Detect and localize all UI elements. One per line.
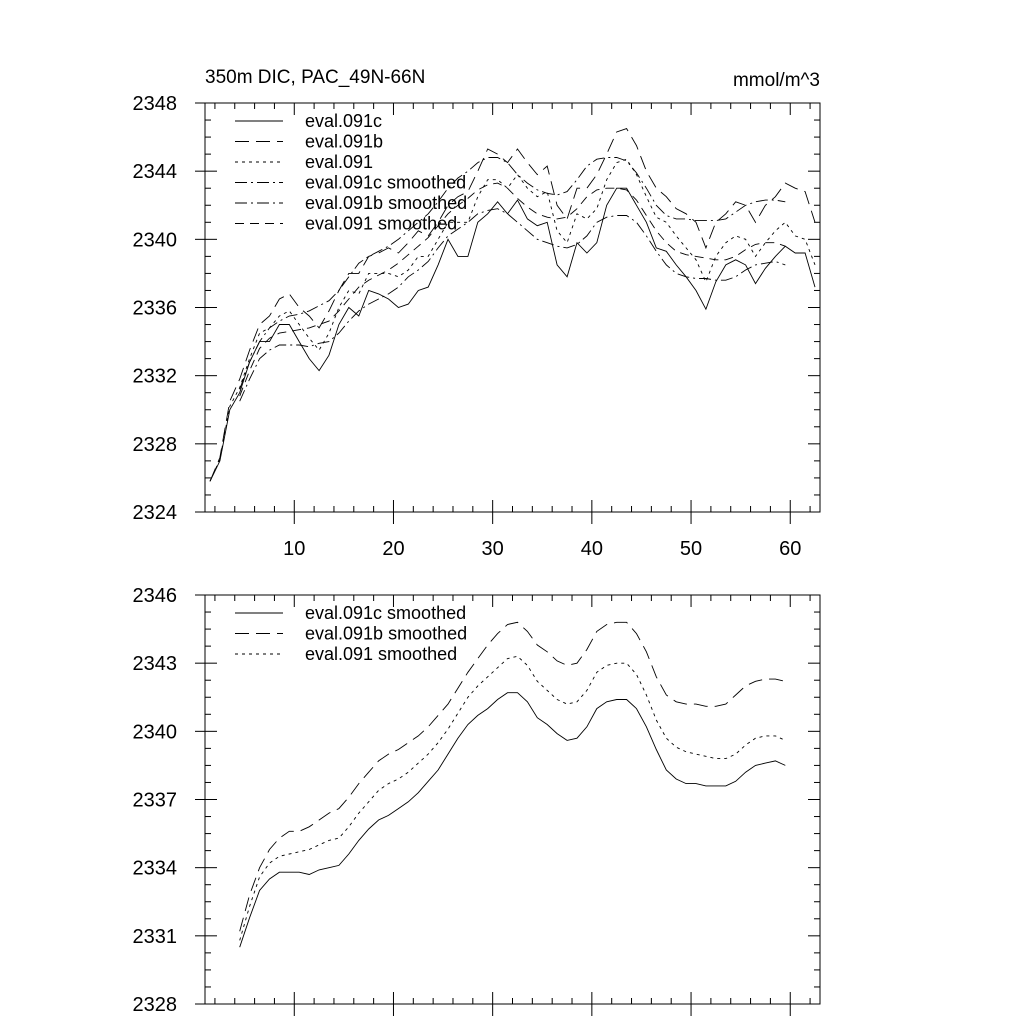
y-tick-label: 2332 — [133, 366, 178, 388]
legend-label: eval.091c smoothed — [305, 173, 466, 193]
legend-label: eval.091 — [305, 152, 373, 172]
series-line — [239, 208, 786, 402]
legend-label: eval.091c — [305, 111, 382, 131]
y-axis: 2324 2328 2332 2336 2340 2344 2348 — [133, 93, 820, 524]
legend-label: eval.091 smoothed — [305, 214, 457, 234]
y-tick-label: 2337 — [133, 790, 178, 812]
legend-label: eval.091b — [305, 132, 383, 152]
y-tick-label: 2346 — [133, 585, 178, 607]
y-tick-label: 2343 — [133, 653, 178, 675]
x-tick-label: 50 — [680, 538, 702, 560]
x-tick-label: 30 — [482, 538, 504, 560]
y-tick-label: 2340 — [133, 229, 178, 251]
y-tick-label: 2328 — [133, 434, 178, 456]
y-tick-label: 2324 — [133, 502, 178, 524]
top-chart: 350m DIC, PAC_49N-66N mmol/m^3 10 20 30 40 5… — [133, 67, 821, 560]
y-tick-label: 2336 — [133, 298, 178, 320]
x-axis — [214, 595, 811, 1016]
legend-label: eval.091c smoothed — [305, 603, 466, 623]
series-line — [209, 128, 816, 482]
units-label: mmol/m^3 — [733, 70, 820, 91]
series-line — [209, 158, 816, 482]
legend-label: eval.091b smoothed — [305, 624, 467, 644]
y-axis: 2328 2331 2334 2337 2340 2343 2346 — [133, 585, 820, 1016]
chart-title: 350m DIC, PAC_49N-66N — [205, 67, 425, 88]
x-tick-label: 60 — [779, 538, 801, 560]
series-line — [239, 182, 786, 397]
y-tick-label: 2328 — [133, 994, 178, 1016]
bottom-chart: 2328 2331 2334 2337 2340 2343 2346 eval.091c s… — [133, 585, 821, 1016]
series-line — [239, 621, 786, 932]
legend-label: eval.091b smoothed — [305, 193, 467, 213]
y-tick-label: 2334 — [133, 858, 178, 880]
series-line — [239, 655, 786, 941]
series-line — [209, 187, 816, 482]
series-line — [239, 157, 786, 390]
x-axis: 10 20 30 40 50 60 — [214, 103, 811, 560]
series-group — [209, 128, 816, 482]
y-tick-label: 2340 — [133, 721, 178, 743]
legend-label: eval.091 smoothed — [305, 644, 457, 664]
x-tick-label: 20 — [382, 538, 404, 560]
series-group — [239, 621, 786, 948]
x-tick-label: 40 — [581, 538, 603, 560]
series-line — [239, 692, 786, 948]
x-tick-label: 10 — [283, 538, 305, 560]
y-tick-label: 2331 — [133, 926, 178, 948]
y-tick-label: 2348 — [133, 93, 178, 115]
y-tick-label: 2344 — [133, 161, 178, 183]
